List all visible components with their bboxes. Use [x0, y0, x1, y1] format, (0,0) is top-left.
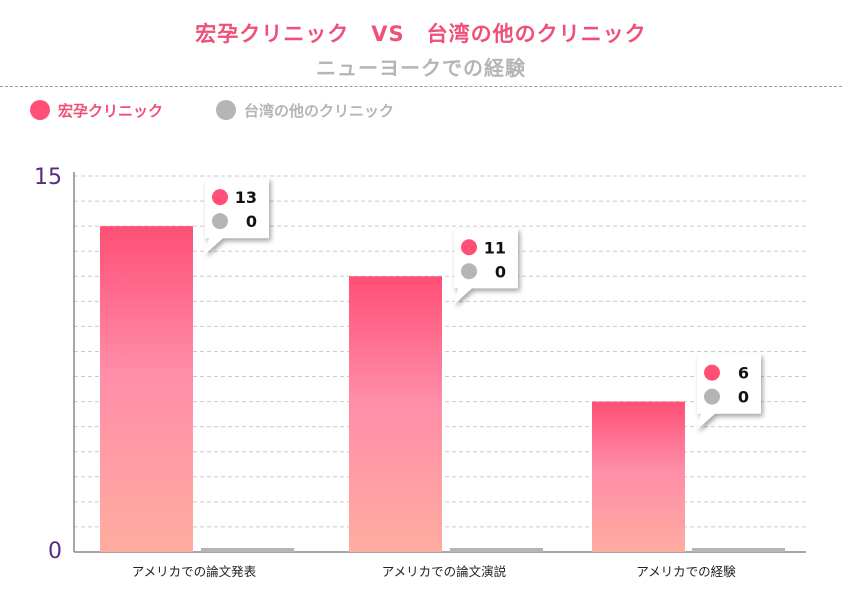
legend-item-series-1: 宏孕クリニック	[30, 98, 163, 122]
legend-swatch-series-2	[216, 100, 236, 120]
bar-series-2-2	[450, 548, 543, 552]
chart-title: 宏孕クリニック VS 台湾の他のクリニック	[195, 22, 647, 46]
tooltip-marker-series-2	[704, 388, 720, 405]
x-tick-label: アメリカでの経験	[636, 564, 736, 579]
category-labels: アメリカでの論文発表 アメリカでの論文演説 アメリカでの経験	[132, 564, 736, 579]
y-tick-label: 0	[48, 539, 62, 564]
x-tick-label: アメリカでの論文発表	[132, 564, 257, 579]
title-divider	[0, 86, 842, 87]
tooltip-marker-series-1	[212, 189, 228, 206]
data-label-series-1: 11	[484, 238, 506, 257]
x-tick-label: アメリカでの論文演説	[382, 564, 506, 579]
bar-series-1-2	[349, 276, 442, 552]
bar-series-1-3	[592, 401, 685, 552]
legend-swatch-series-1	[30, 100, 50, 120]
data-label-series-1: 13	[235, 188, 257, 207]
tooltip-marker-series-1	[704, 364, 720, 381]
bars	[100, 226, 785, 552]
tooltip-marker-series-2	[212, 213, 228, 230]
bar-series-2-3	[692, 548, 785, 552]
data-label-series-2: 0	[495, 262, 506, 281]
data-label-series-1: 6	[738, 364, 749, 383]
data-tooltips: 13 0 11 0 6 0	[205, 178, 761, 430]
tooltip-marker-series-2	[461, 263, 477, 280]
data-label-series-2: 0	[246, 212, 257, 231]
legend-label-series-1: 宏孕クリニック	[58, 101, 164, 120]
legend-item-series-2: 台湾の他のクリニック	[216, 98, 394, 122]
y-tick-label: 15	[34, 165, 62, 190]
chart-subtitle: ニューヨークでの経験	[316, 56, 526, 80]
bar-series-2-1	[201, 548, 294, 552]
legend-label-series-2: 台湾の他のクリニック	[244, 101, 395, 120]
data-label-series-2: 0	[738, 388, 749, 407]
tooltip-marker-series-1	[461, 239, 477, 256]
bar-series-1-1	[100, 226, 193, 552]
